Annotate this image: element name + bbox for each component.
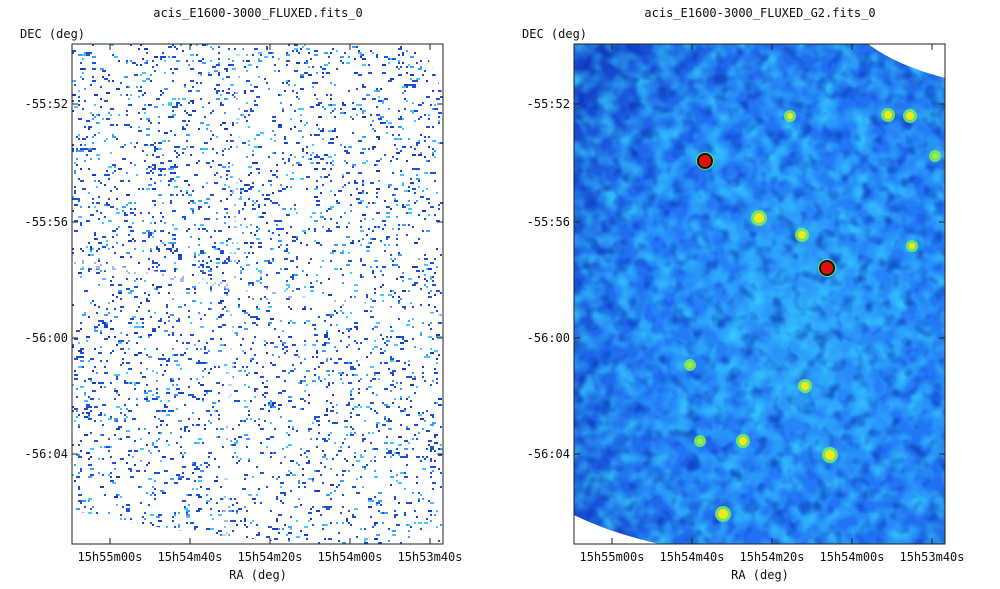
right-image (574, 44, 945, 544)
left-xlabel: RA (deg) (229, 568, 287, 582)
ytick-label: -55:52 (25, 97, 68, 111)
right-panel-title: acis_E1600-3000_FLUXED_G2.fits_0 (644, 6, 875, 20)
xtick-label: 15h53m40s (899, 550, 964, 564)
ytick-label: -55:56 (25, 215, 68, 229)
xtick-label: 15h54m00s (317, 550, 382, 564)
source-spot (739, 437, 747, 445)
left-yticks: -55:52 -55:56 -56:00 -56:04 (25, 97, 443, 461)
source-spot (787, 113, 793, 119)
right-ylabel: DEC (deg) (522, 27, 587, 41)
source-spot (932, 153, 938, 159)
xtick-label: 15h54m20s (739, 550, 804, 564)
ytick-label: -56:04 (25, 447, 68, 461)
right-frame (573, 43, 946, 545)
left-image (72, 44, 443, 544)
source-spot (906, 112, 914, 120)
xtick-label: 15h55m00s (579, 550, 644, 564)
left-frame (71, 43, 444, 545)
left-pixel-field (72, 44, 443, 544)
xtick-label: 15h53m40s (397, 550, 462, 564)
source-spot (798, 231, 806, 239)
source-spot (699, 155, 711, 167)
source-spot (801, 382, 809, 390)
ytick-label: -56:00 (527, 331, 570, 345)
xtick-label: 15h55m00s (77, 550, 142, 564)
right-yticks: -55:52 -55:56 -56:00 -56:04 (527, 97, 945, 461)
xtick-label: 15h54m20s (237, 550, 302, 564)
xtick-label: 15h54m40s (157, 550, 222, 564)
ytick-label: -55:52 (527, 97, 570, 111)
source-spot (687, 362, 693, 368)
right-panel: acis_E1600-3000_FLUXED_G2.fits_0 DEC (de… (522, 6, 965, 582)
right-xlabel: RA (deg) (731, 568, 789, 582)
xtick-label: 15h54m00s (819, 550, 884, 564)
ytick-label: -56:00 (25, 331, 68, 345)
ytick-label: -56:04 (527, 447, 570, 461)
source-spot (754, 213, 764, 223)
source-spot (697, 438, 703, 444)
left-panel: acis_E1600-3000_FLUXED.fits_0 DEC (deg) … (20, 6, 463, 582)
source-spot (821, 262, 833, 274)
left-panel-title: acis_E1600-3000_FLUXED.fits_0 (153, 6, 363, 20)
source-spot (884, 111, 892, 119)
source-spot (825, 450, 835, 460)
source-spot (718, 509, 728, 519)
left-xticks: 15h55m00s 15h54m40s 15h54m20s 15h54m00s 15h5… (77, 44, 463, 564)
source-spot (909, 243, 915, 249)
right-xticks: 15h55m00s 15h54m40s 15h54m20s 15h54m00s 15h5… (579, 44, 965, 564)
right-source-spots (684, 108, 941, 522)
xtick-label: 15h54m40s (659, 550, 724, 564)
ytick-label: -55:56 (527, 215, 570, 229)
left-ylabel: DEC (deg) (20, 27, 85, 41)
